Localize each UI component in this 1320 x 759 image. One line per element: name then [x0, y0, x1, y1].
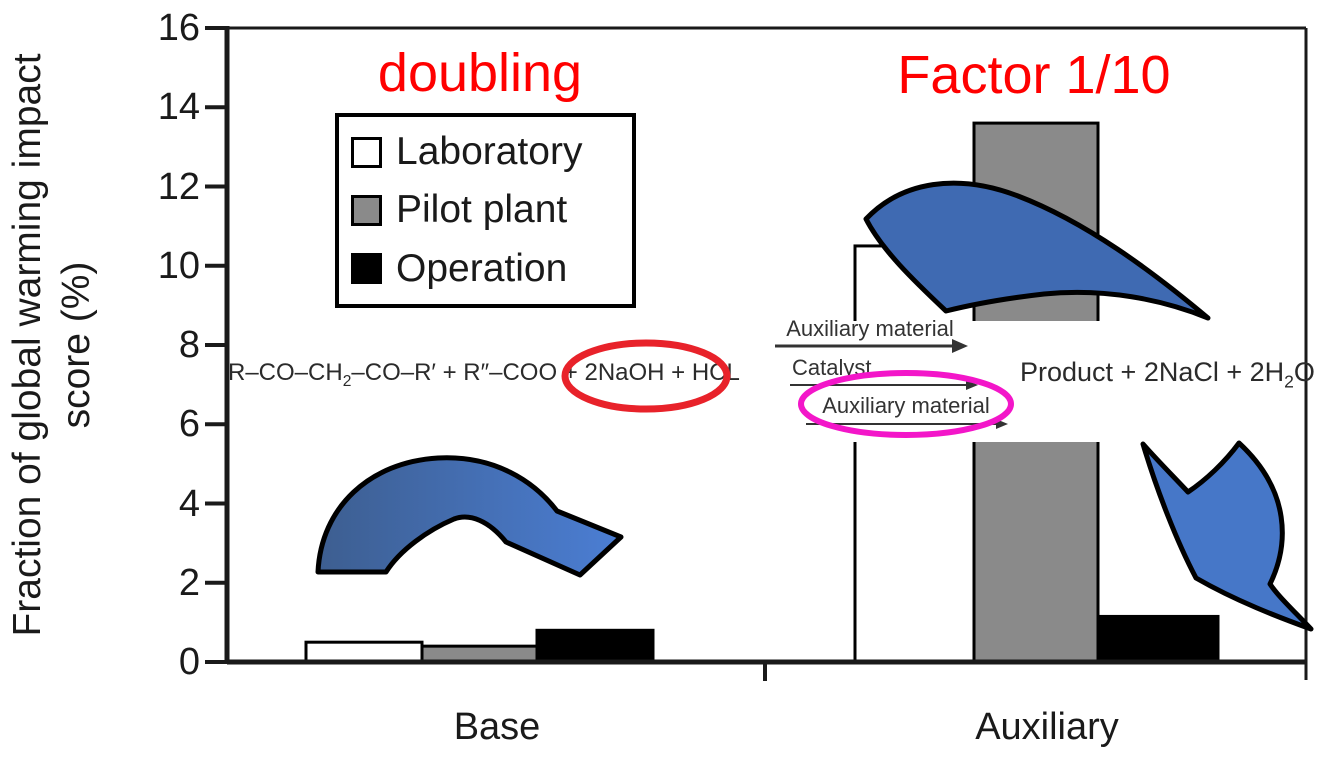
equation-products-subscript: 2 — [1284, 371, 1294, 392]
y-tick-label-12: 12 — [157, 165, 200, 208]
legend: Laboratory Pilot plant Operation — [335, 113, 636, 308]
legend-label-operation: Operation — [396, 246, 568, 290]
legend-swatch-pilot-plant — [351, 194, 382, 226]
y-tick-label-16: 16 — [157, 7, 200, 49]
bar-laboratory-base — [304, 640, 424, 664]
equation-reactants: R–CO–CH2–CO–R′ + R″–COO + 2NaOH + HCL — [228, 359, 740, 391]
y-axis-title-line1: Fraction of global warming impact — [6, 53, 49, 637]
scheme-label-auxiliary-material-bottom: Auxiliary material — [822, 393, 990, 418]
legend-swatch-laboratory — [351, 136, 382, 168]
scheme-label-catalyst: Catalyst — [792, 355, 872, 380]
y-tick-label-2: 2 — [178, 561, 200, 604]
annotation-factor-1-10: Factor 1/10 — [897, 45, 1171, 105]
y-tick-label-0: 0 — [178, 641, 200, 683]
y-tick-label-4: 4 — [178, 482, 200, 525]
legend-swatch-operation — [351, 253, 382, 285]
equation-reactants-pre: R–CO–CH — [228, 359, 343, 386]
legend-item-operation: Operation — [351, 247, 632, 291]
scheme-label-auxiliary-material-top: Auxiliary material — [786, 316, 954, 341]
y-tick-label-14: 14 — [157, 86, 200, 129]
bar-laboratory-auxiliary — [853, 244, 976, 664]
y-axis-title: Fraction of global warming impact score … — [3, 53, 101, 636]
legend-label-pilot-plant: Pilot plant — [396, 188, 568, 232]
bar-operation-auxiliary — [1096, 614, 1220, 664]
bar-operation-base — [535, 628, 655, 664]
y-axis-title-line2: score (%) — [55, 261, 98, 429]
y-tick-label-6: 6 — [178, 403, 200, 446]
x-category-base: Base — [453, 706, 541, 748]
equation-products-pre: Product + 2NaCl + 2H — [1020, 357, 1285, 387]
legend-item-pilot-plant: Pilot plant — [351, 188, 632, 232]
equation-reactants-subscript: 2 — [342, 372, 352, 390]
x-category-auxiliary: Auxiliary — [975, 706, 1119, 748]
y-axis-tick-marks — [205, 26, 227, 664]
legend-label-laboratory: Laboratory — [396, 130, 583, 174]
annotation-doubling: doubling — [377, 43, 583, 103]
equation-products-post: O — [1293, 357, 1315, 387]
legend-item-laboratory: Laboratory — [351, 130, 632, 174]
equation-reactants-post: –CO–R′ + R″–COO + 2NaOH + HCL — [351, 359, 740, 386]
y-tick-label-8: 8 — [178, 324, 200, 366]
y-tick-label-10: 10 — [157, 244, 200, 287]
equation-products: Product + 2NaCl + 2H2O — [1020, 357, 1315, 392]
